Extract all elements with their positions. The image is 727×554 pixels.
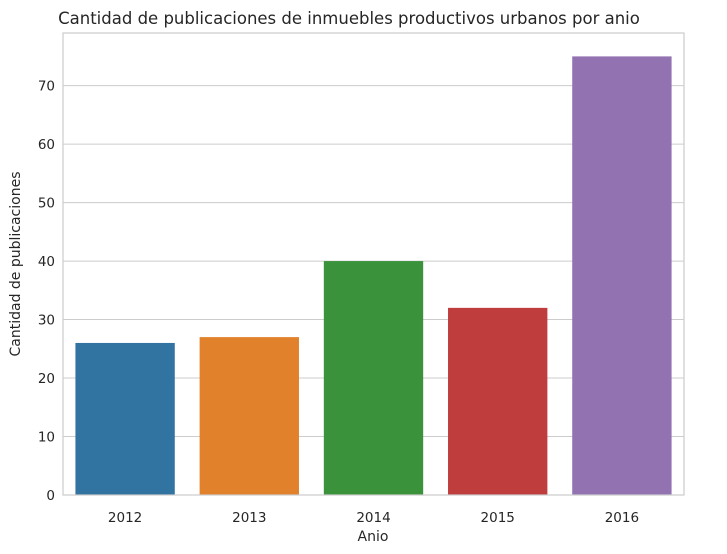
y-tick-label: 30 <box>38 313 55 329</box>
x-axis-label: Anio <box>358 529 389 545</box>
plot-frame <box>62 32 685 496</box>
bar-2012 <box>75 342 175 495</box>
y-tick-label: 40 <box>38 254 55 270</box>
x-tick-label: 2013 <box>232 510 266 526</box>
y-tick-labels: 0 10 20 30 40 50 60 70 <box>38 79 55 504</box>
y-tick-label: 0 <box>46 488 55 504</box>
y-tick-label: 70 <box>38 79 55 95</box>
y-tick-label: 60 <box>38 137 55 153</box>
bar-2016 <box>572 56 672 496</box>
x-tick-label: 2012 <box>108 510 142 526</box>
x-tick-label: 2014 <box>356 510 390 526</box>
bars <box>75 56 672 496</box>
x-tick-labels: 2012 2013 2014 2015 2016 <box>108 510 639 526</box>
y-tick-label: 10 <box>38 430 55 446</box>
bar-2014 <box>323 261 424 495</box>
x-tick-label: 2015 <box>481 510 515 526</box>
x-tick-label: 2016 <box>605 510 639 526</box>
y-tick-label: 50 <box>38 196 55 212</box>
bar-2013 <box>199 337 299 495</box>
y-axis-label: Cantidad de publicaciones <box>8 172 24 357</box>
y-tick-label: 20 <box>38 371 55 387</box>
chart-title: Cantidad de publicaciones de inmuebles p… <box>58 9 640 28</box>
bar-2015 <box>448 307 548 495</box>
